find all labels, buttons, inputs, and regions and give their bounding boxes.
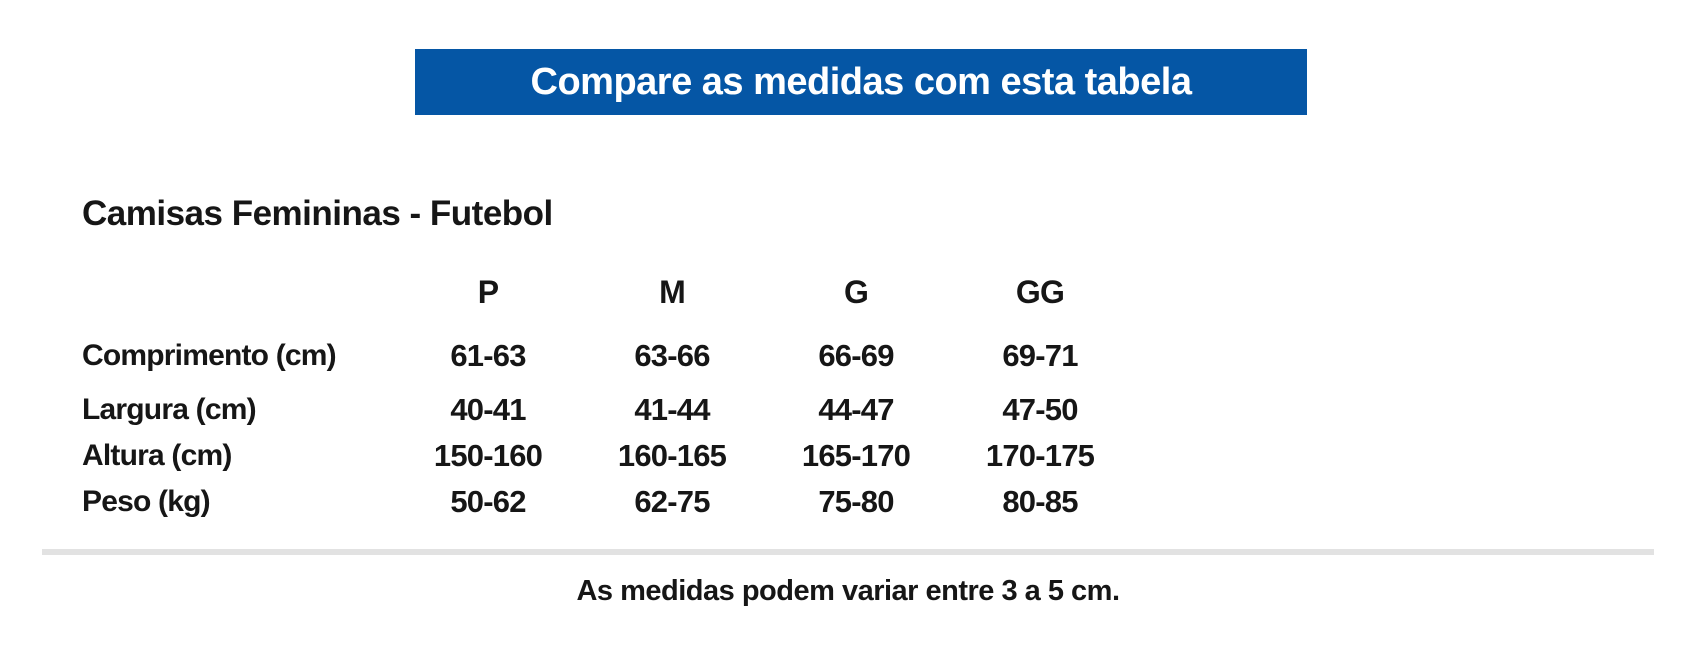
size-header-gg: GG [1015, 273, 1065, 310]
cell-value: 75-80 [818, 484, 894, 519]
cell-value: 41-44 [634, 392, 710, 427]
table-row-peso: Peso (kg) 50-62 62-75 75-80 80-85 [82, 479, 1132, 525]
size-header-m: M [659, 273, 686, 310]
row-label: Largura (cm) [82, 393, 257, 426]
cell-value: 69-71 [1002, 338, 1078, 373]
table-row-largura: Largura (cm) 40-41 41-44 44-47 47-50 [82, 387, 1132, 433]
cell-value: 62-75 [634, 484, 710, 519]
cell-value: 47-50 [1002, 392, 1078, 427]
cell-value: 170-175 [985, 438, 1095, 473]
row-label: Altura (cm) [82, 439, 232, 472]
horizontal-divider [42, 549, 1654, 555]
cell-value: 61-63 [450, 338, 526, 373]
size-header-p: P [477, 273, 499, 310]
cell-value: 80-85 [1002, 484, 1078, 519]
measurement-disclaimer: As medidas podem variar entre 3 a 5 cm. [576, 574, 1120, 607]
size-header-row: P M G GG [82, 269, 1132, 315]
cell-value: 160-165 [617, 438, 727, 473]
banner-title: Compare as medidas com esta tabela [530, 60, 1192, 103]
cell-value: 150-160 [433, 438, 543, 473]
cell-value: 165-170 [801, 438, 911, 473]
row-label: Peso (kg) [82, 485, 211, 518]
table-row-altura: Altura (cm) 150-160 160-165 165-170 170-… [82, 433, 1132, 479]
row-label: Comprimento (cm) [82, 339, 337, 372]
size-header-g: G [843, 273, 869, 310]
cell-value: 63-66 [634, 338, 710, 373]
compare-banner: Compare as medidas com esta tabela [415, 49, 1307, 115]
cell-value: 50-62 [450, 484, 526, 519]
cell-value: 44-47 [818, 392, 894, 427]
table-row-comprimento: Comprimento (cm) 61-63 63-66 66-69 69-71 [82, 333, 1132, 379]
table-title: Camisas Femininas - Futebol [82, 194, 553, 233]
cell-value: 66-69 [818, 338, 894, 373]
cell-value: 40-41 [450, 392, 526, 427]
